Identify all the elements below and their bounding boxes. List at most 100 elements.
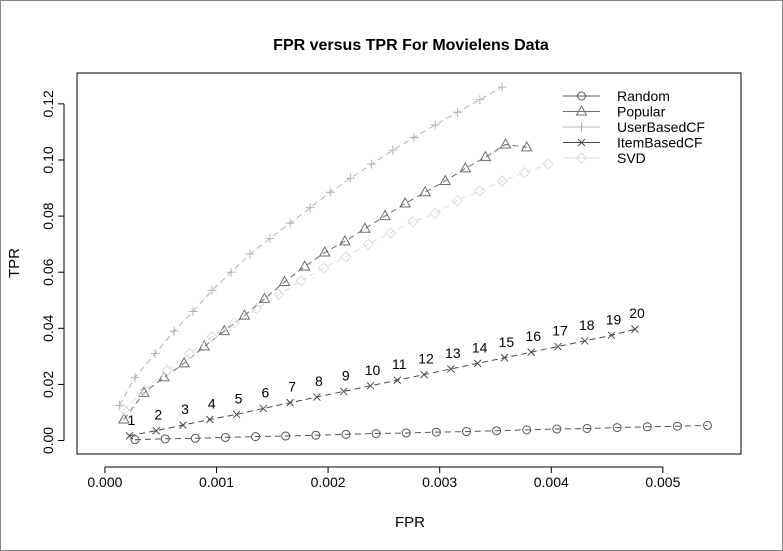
svd-point [118,403,130,416]
svd-point [228,316,241,329]
x-tick-label: 0.002 [311,474,346,490]
itembasedcf-point [232,410,241,419]
random-point [341,429,351,439]
svd-point [384,227,397,239]
point-index-label: 16 [525,328,541,344]
random-point [612,423,622,433]
y-tick-label: 0.12 [40,90,56,117]
popular-point [278,275,291,287]
svd-point [317,262,330,274]
popular-point [479,150,492,162]
legend-item-random: Random [563,88,670,104]
point-index-label: 4 [208,395,216,411]
svd-point [161,364,174,377]
legend-item-itembasedcf: ItemBasedCF [563,135,703,151]
point-index-label: 1 [128,412,136,428]
plot-area [76,72,742,455]
popular-point [359,222,371,233]
point-index-label: 5 [235,390,243,406]
userbasedcf-point [388,145,398,155]
x-axis-label: FPR [395,514,425,531]
y-tick-label: 0.00 [40,427,56,454]
svd-point [295,274,308,287]
popular-point [459,161,472,173]
svd-point [273,288,285,301]
point-index-label: 7 [288,379,296,395]
point-index-label: 2 [154,407,162,423]
itembasedcf-point [500,353,509,362]
itembasedcf-point [580,337,589,345]
point-index-label: 8 [315,373,323,389]
itembasedcf-point [607,331,616,340]
itembasedcf-line [129,328,636,437]
userbasedcf-line [118,86,503,406]
userbasedcf-point [430,120,440,130]
y-tick-label: 0.08 [40,202,56,229]
random-point [552,424,562,434]
svd-point [518,166,531,179]
popular-point [419,185,432,197]
svd-point [362,238,374,250]
userbasedcf-point [188,306,198,316]
series-userbasedcf [114,82,507,410]
userbasedcf-point [367,159,377,169]
userbasedcf-point [207,285,217,295]
legend-marker [577,91,586,101]
random-point [401,428,411,438]
userbasedcf-point [325,187,335,197]
popular-point [318,246,331,257]
popular-point [520,140,533,152]
itembasedcf-point [286,398,295,407]
popular-point [258,292,271,303]
userbasedcf-point [150,349,160,359]
legend-item-popular: Popular [563,104,666,120]
series-layer [114,82,713,445]
legend-item-userbasedcf: UserBasedCF [563,119,705,135]
legend-label: ItemBasedCF [617,135,703,151]
itembasedcf-point [446,365,455,373]
itembasedcf-point [313,393,321,401]
userbasedcf-point [475,95,485,105]
svd-point [250,302,263,315]
x-tick-label: 0.004 [534,474,569,490]
svd-line [123,163,549,411]
userbasedcf-point [345,173,355,183]
userbasedcf-point [409,133,419,143]
popular-point [399,196,411,208]
random-line [134,424,708,441]
itembasedcf-point [125,431,134,440]
itembasedcf-point [152,426,161,435]
itembasedcf-point [259,404,268,413]
legend-marker [577,122,586,132]
popular-point [218,324,231,336]
svd-point [496,175,508,187]
random-point [703,420,713,430]
popular-point [298,260,311,271]
svd-point [451,194,464,207]
itembasedcf-point [339,387,348,396]
popular-point [118,412,130,424]
point-annotations: 1 2 3 4 5 6 7 8 9 10 11 12 13 14 15 16 17 18 19 20 [128,305,645,428]
userbasedcf-point [226,267,236,277]
userbasedcf-point [265,234,275,244]
random-point [582,423,592,433]
y-tick-label: 0.06 [40,258,56,285]
random-point [522,425,532,435]
itembasedcf-point [420,370,428,379]
itembasedcf-point [554,342,562,351]
point-index-label: 19 [606,311,622,327]
popular-point [379,209,391,221]
svd-point [206,331,218,343]
point-index-label: 17 [552,323,568,339]
userbasedcf-point [130,372,140,382]
legend-label: Random [617,88,670,104]
random-point [311,430,321,440]
popular-point [158,370,170,382]
x-tick-label: 0.000 [87,474,122,490]
svd-point [184,347,196,360]
x-tick-label: 0.001 [199,474,234,490]
random-point [190,433,200,443]
itembasedcf-point [631,325,639,334]
